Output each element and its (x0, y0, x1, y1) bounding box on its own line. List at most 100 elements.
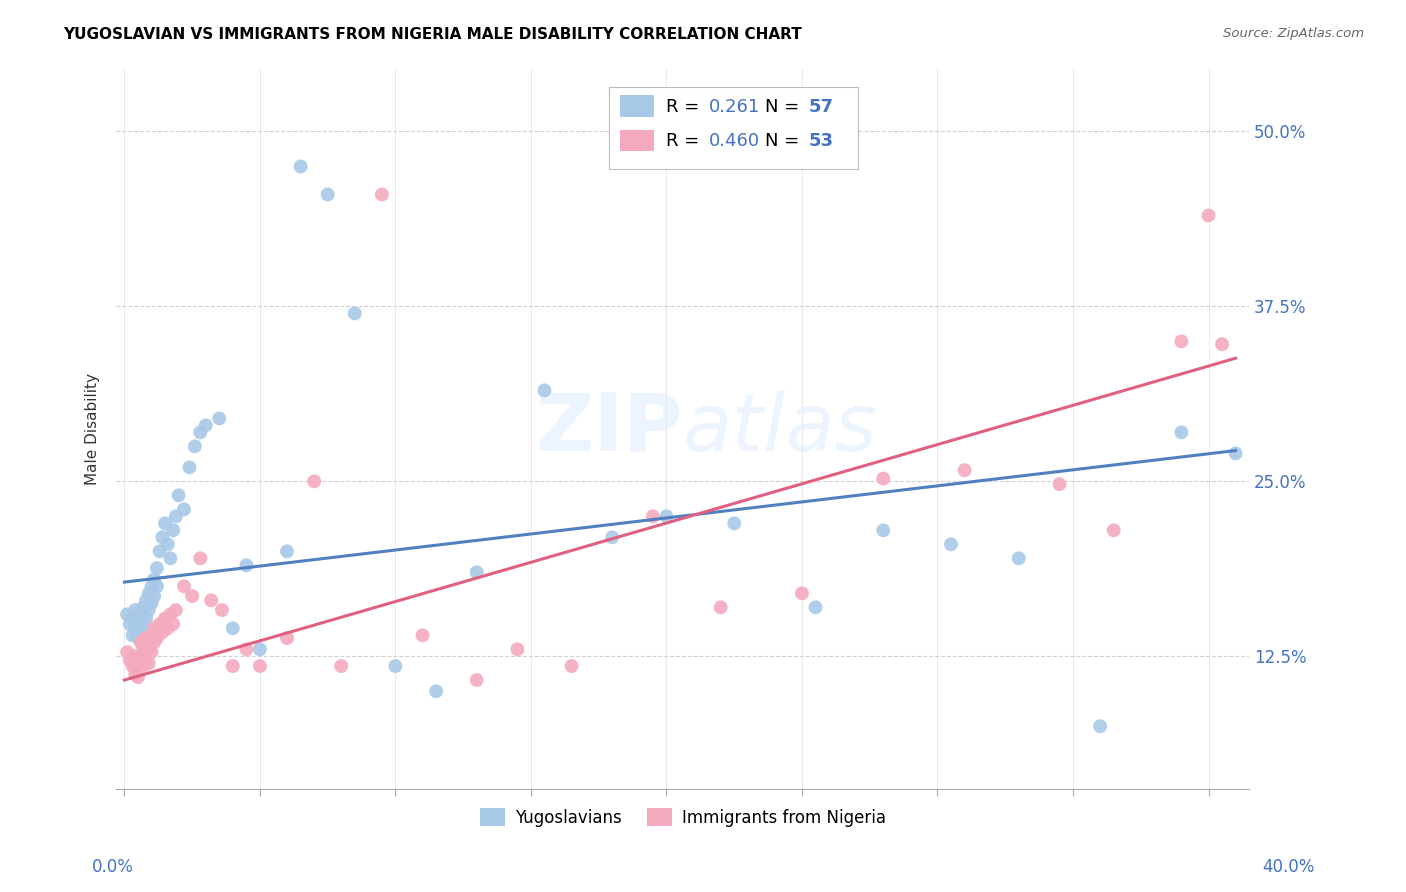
Point (132, 642, 155, 657)
Point (135, 593, 157, 607)
Point (141, 645, 163, 659)
Point (1170, 425, 1192, 440)
Point (138, 603, 160, 617)
Legend: Yugoslavians, Immigrants from Nigeria: Yugoslavians, Immigrants from Nigeria (471, 799, 894, 835)
Point (146, 579, 169, 593)
Point (162, 524, 184, 538)
Point (135, 649, 157, 664)
Point (146, 631, 169, 645)
Point (465, 566, 488, 580)
Point (159, 551, 181, 566)
Point (343, 306, 366, 320)
Point (132, 600, 155, 615)
Point (804, 600, 827, 615)
Point (146, 561, 169, 575)
Point (127, 670, 149, 684)
FancyBboxPatch shape (620, 95, 654, 117)
Point (302, 475, 325, 489)
Point (132, 659, 155, 673)
Text: Source: ZipAtlas.com: Source: ZipAtlas.com (1223, 27, 1364, 40)
Point (872, 524, 894, 538)
Point (153, 516, 176, 531)
Point (135, 611, 157, 625)
Point (159, 607, 181, 622)
Point (124, 603, 146, 617)
Point (641, 509, 664, 524)
Point (153, 611, 176, 625)
Text: 40.0%: 40.0% (1263, 858, 1315, 876)
Point (135, 631, 157, 645)
Point (149, 617, 172, 632)
Point (124, 621, 146, 635)
Point (124, 649, 146, 664)
Text: R =: R = (665, 98, 704, 116)
Point (425, 684, 447, 698)
Point (173, 502, 195, 516)
Y-axis label: Male Disability: Male Disability (86, 373, 100, 485)
Point (222, 621, 245, 635)
Point (506, 642, 529, 657)
Point (1088, 719, 1111, 733)
Text: YUGOSLAVIAN VS IMMIGRANTS FROM NIGERIA MALE DISABILITY CORRELATION CHART: YUGOSLAVIAN VS IMMIGRANTS FROM NIGERIA M… (63, 27, 801, 42)
Point (194, 418, 217, 433)
Text: 0.0%: 0.0% (91, 858, 134, 876)
Point (211, 603, 233, 617)
Point (600, 530, 623, 544)
Point (1170, 334, 1192, 349)
Point (561, 659, 583, 673)
Point (953, 463, 976, 477)
Point (138, 640, 160, 654)
Point (129, 607, 152, 622)
Text: ZIP: ZIP (536, 390, 683, 468)
Point (290, 160, 312, 174)
Point (235, 558, 257, 573)
Point (1211, 337, 1233, 351)
Point (150, 625, 173, 640)
Point (118, 653, 141, 667)
Point (465, 673, 488, 687)
Point (124, 667, 146, 681)
Point (118, 617, 141, 632)
Point (143, 589, 166, 603)
Text: 0.460: 0.460 (709, 132, 759, 151)
Point (115, 607, 138, 622)
Point (115, 645, 138, 659)
Point (132, 617, 155, 632)
Point (143, 572, 166, 586)
Point (208, 411, 231, 425)
Point (330, 659, 353, 673)
Point (141, 628, 163, 642)
Point (533, 384, 555, 398)
Text: 0.261: 0.261 (709, 98, 761, 116)
Point (143, 621, 166, 635)
Point (149, 544, 172, 558)
Point (127, 631, 149, 645)
Point (167, 488, 190, 502)
Point (184, 439, 207, 453)
Point (710, 600, 733, 615)
Point (179, 460, 201, 475)
Point (222, 659, 245, 673)
Point (173, 579, 195, 593)
Point (249, 642, 271, 657)
FancyBboxPatch shape (609, 87, 858, 169)
Point (188, 425, 211, 440)
Point (200, 593, 222, 607)
Point (276, 544, 298, 558)
Point (1102, 524, 1125, 538)
Text: N =: N = (765, 132, 806, 151)
Point (150, 530, 173, 544)
Point (872, 471, 894, 485)
Point (138, 657, 160, 671)
Point (655, 509, 678, 524)
Point (181, 589, 204, 603)
Point (1008, 551, 1031, 566)
Point (723, 516, 745, 531)
Point (1049, 477, 1071, 491)
Point (188, 551, 211, 566)
Point (121, 628, 143, 642)
Point (156, 537, 179, 551)
Text: 53: 53 (808, 132, 834, 151)
Point (939, 537, 962, 551)
Point (156, 621, 179, 635)
